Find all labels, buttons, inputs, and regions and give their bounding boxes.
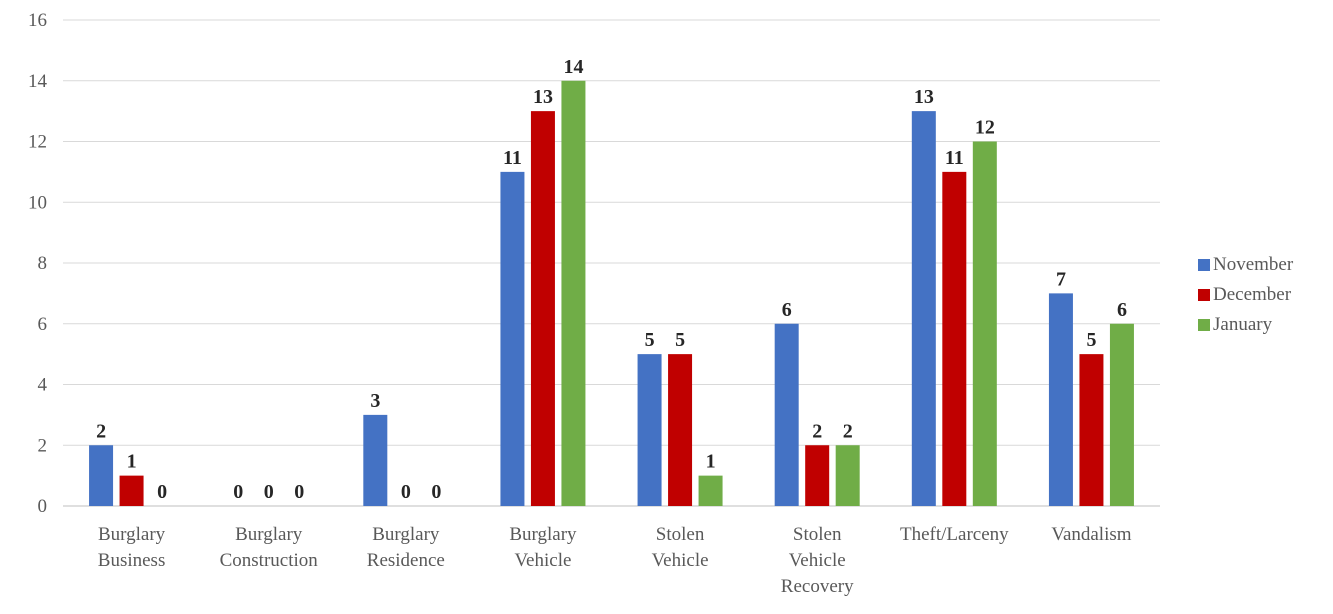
x-category-label-line: Vehicle bbox=[652, 550, 709, 571]
x-category-label: Burglary Construction bbox=[220, 524, 319, 571]
x-category-label-line: Theft/Larceny bbox=[900, 524, 1009, 545]
legend-swatch-january bbox=[1198, 319, 1210, 331]
bar-november bbox=[500, 171, 525, 506]
data-label: 5 bbox=[1086, 329, 1096, 351]
data-label: 13 bbox=[914, 86, 934, 108]
y-tick-label: 6 bbox=[38, 314, 48, 335]
bar-december bbox=[1079, 354, 1104, 506]
y-tick-label: 0 bbox=[38, 496, 48, 517]
legend-swatch-december bbox=[1198, 289, 1210, 301]
data-label: 3 bbox=[370, 390, 380, 412]
x-category-label-line: Vehicle bbox=[789, 550, 846, 571]
x-category-label-line: Stolen bbox=[793, 524, 842, 545]
bar-december bbox=[942, 171, 967, 506]
x-category-label-line: Business bbox=[98, 550, 166, 571]
legend-swatch-november bbox=[1198, 259, 1210, 271]
x-category-label: Stolen Vehicle Recovery bbox=[781, 524, 854, 597]
data-label: 11 bbox=[945, 147, 964, 169]
data-label: 0 bbox=[157, 481, 167, 503]
bars bbox=[89, 80, 1134, 506]
bar-november bbox=[911, 111, 936, 506]
data-label: 13 bbox=[533, 86, 553, 108]
bar-january bbox=[972, 141, 997, 506]
x-category-label: Burglary Residence bbox=[367, 524, 445, 571]
y-tick-label: 8 bbox=[38, 253, 48, 274]
x-category-label: Stolen Vehicle bbox=[652, 524, 709, 571]
x-category-label: Theft/Larceny bbox=[900, 524, 1009, 545]
data-label: 11 bbox=[503, 147, 522, 169]
x-category-label: Vandalism bbox=[1051, 524, 1131, 545]
bar-january bbox=[698, 475, 723, 506]
x-category-label-line: Vehicle bbox=[514, 550, 571, 571]
bar-january bbox=[561, 80, 586, 506]
x-category-label: Burglary Business bbox=[98, 524, 166, 571]
data-label: 5 bbox=[675, 329, 685, 351]
data-label: 2 bbox=[843, 420, 853, 442]
gridlines bbox=[63, 19, 1160, 507]
bar-november bbox=[774, 323, 799, 506]
bar-november bbox=[89, 445, 114, 506]
y-tick-label: 4 bbox=[38, 375, 48, 396]
bar-december bbox=[530, 111, 555, 506]
bar-january bbox=[1109, 323, 1134, 506]
bar-january bbox=[835, 445, 860, 506]
legend-label-december: December bbox=[1213, 284, 1292, 305]
data-label: 6 bbox=[782, 299, 792, 321]
data-label: 0 bbox=[401, 481, 411, 503]
bar-november bbox=[1048, 293, 1073, 506]
x-category-label-line: Recovery bbox=[781, 576, 854, 597]
legend-item-december: December bbox=[1198, 280, 1293, 310]
x-category-label-line: Vandalism bbox=[1051, 524, 1131, 545]
legend-item-november: November bbox=[1198, 250, 1293, 280]
x-category-label-line: Burglary bbox=[235, 524, 303, 545]
data-label: 7 bbox=[1056, 268, 1066, 290]
y-tick-label: 14 bbox=[28, 71, 48, 92]
data-label: 5 bbox=[645, 329, 655, 351]
data-label: 6 bbox=[1117, 299, 1127, 321]
bar-december bbox=[805, 445, 830, 506]
bar-december bbox=[668, 354, 693, 506]
data-label: 0 bbox=[431, 481, 441, 503]
data-label: 14 bbox=[563, 56, 583, 78]
bar-december bbox=[119, 475, 144, 506]
y-tick-label: 16 bbox=[28, 10, 47, 31]
x-category-label: Burglary Vehicle bbox=[509, 524, 577, 571]
data-label: 12 bbox=[975, 117, 995, 139]
legend: November December January bbox=[1198, 250, 1293, 340]
data-label: 0 bbox=[294, 481, 304, 503]
x-category-label-line: Residence bbox=[367, 550, 445, 571]
x-category-label-line: Burglary bbox=[372, 524, 440, 545]
legend-item-january: January bbox=[1198, 310, 1293, 340]
x-category-label-line: Burglary bbox=[98, 524, 166, 545]
data-label: 2 bbox=[96, 420, 106, 442]
data-label: 1 bbox=[127, 451, 137, 473]
data-label: 1 bbox=[706, 451, 716, 473]
x-category-label-line: Stolen bbox=[656, 524, 705, 545]
data-label: 0 bbox=[264, 481, 274, 503]
data-label: 2 bbox=[812, 420, 822, 442]
y-axis-ticks: 0 2 4 6 8 10 12 14 16 bbox=[28, 10, 48, 517]
y-tick-label: 10 bbox=[28, 192, 47, 213]
bar-november bbox=[637, 354, 662, 506]
legend-label-january: January bbox=[1213, 314, 1273, 335]
x-category-label-line: Burglary bbox=[509, 524, 577, 545]
y-tick-label: 2 bbox=[38, 435, 48, 456]
x-category-label-line: Construction bbox=[220, 550, 319, 571]
y-tick-label: 12 bbox=[28, 132, 47, 153]
data-label: 0 bbox=[233, 481, 243, 503]
bar-november bbox=[363, 414, 388, 506]
legend-label-november: November bbox=[1213, 254, 1294, 275]
